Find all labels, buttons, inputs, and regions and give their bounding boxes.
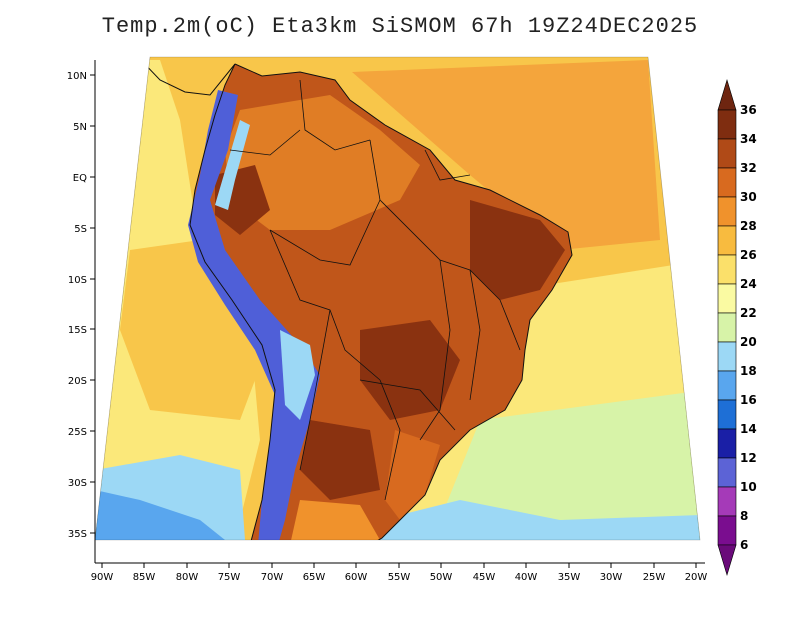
colorbar-label-10: 10 [740,480,757,494]
colorbar-segment-18-20 [717,341,737,372]
colorbar-segment-24-26 [717,254,737,285]
colorbar-segment-16-18 [717,370,737,401]
lat-label-5s: 5S [74,224,87,235]
colorbar-label-22: 22 [740,306,757,320]
lat-label-30s: 30S [68,478,87,489]
colorbar-segment-30-32 [717,167,737,198]
lon-label-45w: 45W [473,572,496,583]
lon-label-50w: 50W [430,572,453,583]
coastline-outline [234,63,573,540]
lat-label-20s: 20S [68,376,87,387]
colorbar-label-32: 32 [740,161,757,175]
lon-label-25w: 25W [643,572,666,583]
colorbar-label-28: 28 [740,219,757,233]
colorbar-segment-12-14 [717,428,737,459]
colorbar-label-34: 34 [740,132,757,146]
patagonia-cool-zone [290,500,380,540]
colorbar-label-30: 30 [740,190,757,204]
colorbar-segment-8-10 [717,486,737,517]
colorbar-segment-26-28 [717,225,737,256]
lon-label-90w: 90W [91,572,114,583]
colorbar: 6 8 10 12 14 16 18 20 22 24 26 28 30 32 … [717,78,757,577]
lon-label-85w: 85W [133,572,156,583]
lon-label-40w: 40W [515,572,538,583]
colorbar-label-26: 26 [740,248,757,262]
ocean-warm-equatorial-atlantic [352,60,660,250]
colorbar-label-14: 14 [740,422,757,436]
colorbar-label-16: 16 [740,393,757,407]
colorbar-segment-6-8 [717,515,737,546]
lon-label-75w: 75W [218,572,241,583]
colorbar-label-8: 8 [740,509,748,523]
lon-label-35w: 35W [558,572,581,583]
country-borders [229,79,521,501]
colorbar-segment-22-24 [717,283,737,314]
lat-label-5n: 5N [73,122,87,133]
southern-brazil-cooler-zone [385,430,440,520]
lat-label-10s: 10S [68,275,87,286]
colorbar-segment-14-16 [717,399,737,430]
map-title: Temp.2m(oC) Eta3km SiSMOM 67h 19Z24DEC20… [101,14,699,39]
colorbar-label-36: 36 [740,103,757,117]
lat-label-25s: 25S [68,427,87,438]
central-very-hot-zone [360,320,460,420]
lon-label-20w: 20W [685,572,708,583]
lon-label-80w: 80W [176,572,199,583]
colorbar-label-12: 12 [740,451,757,465]
chaco-very-hot-zone [300,420,380,500]
amazon-hot-zone [225,95,420,230]
colorbar-label-24: 24 [740,277,757,291]
longitude-axis: 90W 85W 80W 75W 70W 65W 60W 55W 50W 45W … [91,563,708,583]
lat-label-10n: 10N [67,71,87,82]
lon-label-70w: 70W [261,572,284,583]
central-america-outline [137,57,236,96]
colorbar-bottom-cap [717,544,737,577]
map-domain [95,57,700,540]
colorbar-segment-28-30 [717,196,737,227]
lon-label-55w: 55W [388,572,411,583]
lon-label-60w: 60W [345,572,368,583]
andes-cold-band [188,90,320,540]
lon-label-65w: 65W [303,572,326,583]
map-frame [94,56,701,541]
colorbar-segment-10-12 [717,457,737,488]
lat-label-15s: 15S [68,325,87,336]
ocean-cool-south-atlantic [430,390,700,540]
colorbar-label-6: 6 [740,538,748,552]
ocean-cold-south-atlantic [380,500,700,540]
northeast-very-hot-zone [470,200,565,300]
colorbar-top-cap [717,78,737,111]
altiplano-highland-light [280,330,315,420]
colorbar-segment-20-22 [717,312,737,343]
lon-label-30w: 30W [600,572,623,583]
ocean-cold-pacific-south [95,490,225,540]
colorbar-segment-34-36 [717,109,737,140]
colorbar-label-20: 20 [740,335,757,349]
latitude-axis: 10N 5N EQ 5S 10S 15S 20S 25S 30S 35S [67,71,95,540]
lat-label-35s: 35S [68,529,87,540]
lat-label-eq: EQ [73,173,87,184]
colorbar-label-18: 18 [740,364,757,378]
pacific-coastline [189,63,276,540]
andes-highland-light [215,120,250,210]
colorbar-segment-32-34 [717,138,737,169]
